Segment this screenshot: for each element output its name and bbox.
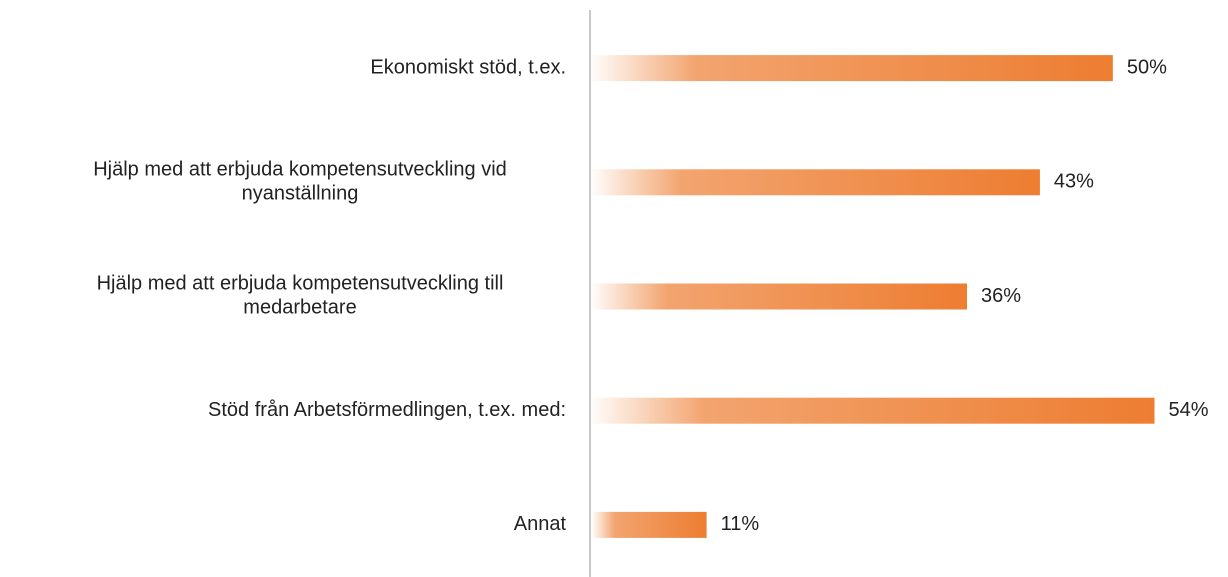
bar — [592, 283, 967, 310]
bar — [592, 397, 1155, 424]
bar — [592, 169, 1040, 196]
data-label: 50% — [1127, 56, 1167, 78]
category-label: Annat — [514, 513, 567, 535]
category-label: Stöd från Arbetsförmedlingen, t.ex. med: — [208, 399, 566, 421]
data-label: 36% — [981, 285, 1021, 307]
data-label: 43% — [1054, 171, 1094, 193]
data-label: 11% — [721, 513, 760, 535]
category-label: Ekonomiskt stöd, t.ex. — [370, 56, 566, 78]
data-label: 54% — [1169, 399, 1209, 421]
bar — [592, 55, 1113, 82]
category-label: Hjälp med att erbjuda kompetensutvecklin… — [97, 273, 504, 319]
bar — [592, 511, 707, 538]
category-label: Hjälp med att erbjuda kompetensutvecklin… — [93, 159, 507, 205]
